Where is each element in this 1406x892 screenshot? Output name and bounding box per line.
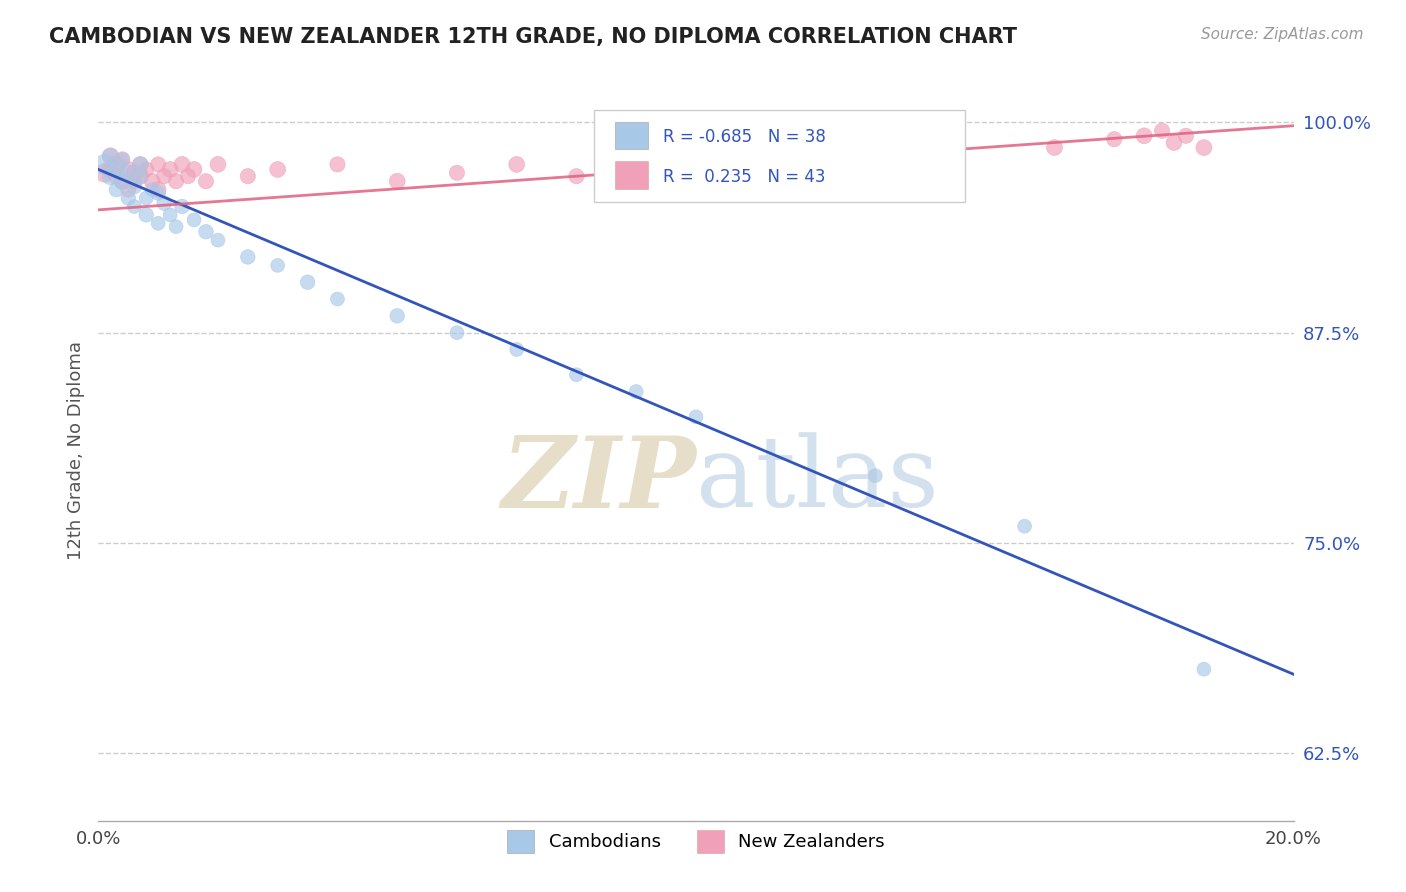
Point [129,157,152,171]
Point [98,169,122,184]
Point [924,145,946,160]
Point [565,169,588,184]
Point [172,157,194,171]
Point [1152,124,1174,138]
Point [1163,136,1185,150]
Point [111,174,134,188]
Point [117,166,139,180]
Point [1133,128,1156,143]
Point [326,292,349,306]
Point [446,166,468,180]
Text: CAMBODIAN VS NEW ZEALANDER 12TH GRADE, NO DIPLOMA CORRELATION CHART: CAMBODIAN VS NEW ZEALANDER 12TH GRADE, N… [49,27,1017,46]
Point [111,174,134,188]
Point [326,157,349,171]
Text: ZIP: ZIP [501,432,696,528]
Point [159,162,181,177]
Point [165,219,187,234]
Point [195,225,218,239]
Point [685,409,707,424]
Legend: Cambodians, New Zealanders: Cambodians, New Zealanders [501,823,891,860]
Point [865,468,887,483]
Point [98,149,122,163]
Point [297,275,319,289]
Point [129,169,152,184]
Point [98,162,122,177]
Point [111,153,134,167]
Point [207,157,229,171]
Point [148,186,170,200]
Point [685,162,707,177]
Point [124,166,146,180]
Point [446,326,468,340]
Point [267,258,290,272]
Bar [614,161,648,188]
Point [1192,140,1215,154]
Point [105,162,128,177]
Point [111,153,134,167]
Point [105,183,128,197]
Point [385,174,409,188]
Point [183,213,205,227]
Point [165,174,187,188]
Point [236,169,259,184]
Point [183,162,205,177]
Point [195,174,218,188]
Point [267,162,290,177]
Point [1104,132,1126,146]
Text: R = -0.685   N = 38: R = -0.685 N = 38 [662,128,825,146]
Bar [614,122,648,149]
Point [141,174,163,188]
Point [626,157,648,171]
Point [565,368,588,382]
Point [135,162,157,177]
Point [1043,140,1066,154]
Point [172,199,194,213]
Point [117,162,139,177]
Point [124,174,146,188]
Point [153,169,176,184]
Point [159,208,181,222]
Point [93,157,115,171]
Point [148,157,170,171]
Point [148,216,170,230]
Point [506,157,529,171]
Point [207,233,229,247]
Point [506,343,529,357]
Point [105,157,128,171]
Point [129,157,152,171]
Text: Source: ZipAtlas.com: Source: ZipAtlas.com [1201,27,1364,42]
FancyBboxPatch shape [595,110,965,202]
Point [1175,128,1198,143]
Point [135,208,157,222]
Point [236,250,259,264]
Point [129,169,152,184]
Point [1192,662,1215,676]
Point [177,169,200,184]
Point [117,191,139,205]
Point [148,183,170,197]
Y-axis label: 12th Grade, No Diploma: 12th Grade, No Diploma [66,341,84,560]
Point [385,309,409,323]
Text: atlas: atlas [696,433,939,528]
Point [135,191,157,205]
Point [153,196,176,211]
Point [804,153,827,167]
Point [117,183,139,197]
Point [105,169,128,184]
Point [124,199,146,213]
Text: R =  0.235   N = 43: R = 0.235 N = 43 [662,168,825,186]
Point [626,384,648,399]
Point [141,183,163,197]
Point [98,149,122,163]
Point [1014,519,1036,533]
Point [93,166,115,180]
Point [124,179,146,194]
